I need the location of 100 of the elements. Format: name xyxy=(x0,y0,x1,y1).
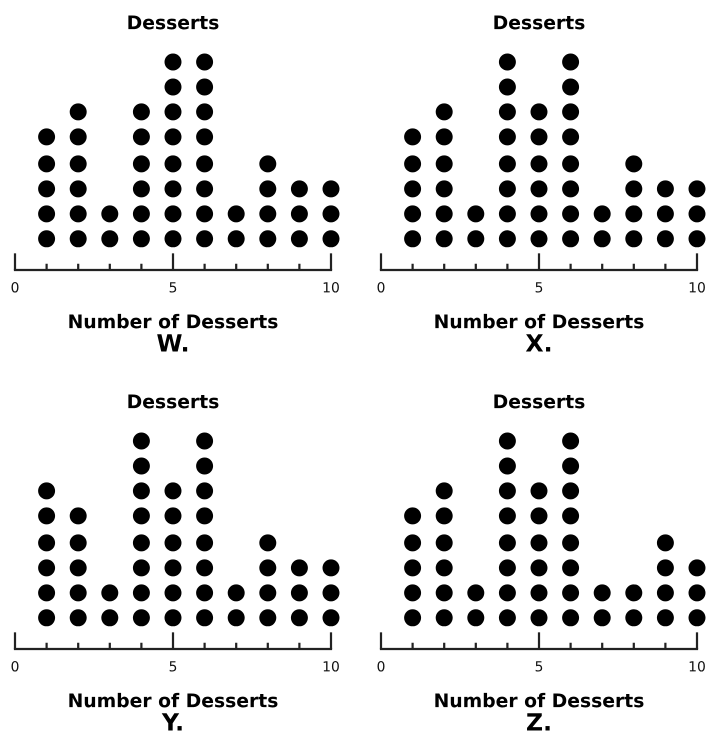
point xyxy=(530,482,548,500)
point xyxy=(38,584,56,602)
point xyxy=(530,609,548,626)
point xyxy=(196,205,214,222)
point xyxy=(625,230,642,248)
point xyxy=(498,457,516,474)
point xyxy=(101,230,118,248)
point xyxy=(436,180,453,198)
point xyxy=(498,507,516,524)
point xyxy=(259,155,276,172)
point xyxy=(467,584,484,602)
x-tick-label: 10 xyxy=(324,282,339,293)
point xyxy=(38,534,56,552)
point xyxy=(530,230,548,248)
point xyxy=(132,230,150,248)
point xyxy=(38,559,56,576)
point xyxy=(404,559,422,576)
point xyxy=(132,457,150,474)
x-tick-label: 0 xyxy=(11,282,18,293)
point xyxy=(530,180,548,198)
point xyxy=(404,507,422,524)
point xyxy=(498,103,516,120)
point xyxy=(322,180,340,198)
point xyxy=(70,584,87,602)
point xyxy=(530,507,548,524)
x-tick-label: 5 xyxy=(170,661,176,672)
text: W. xyxy=(157,334,188,352)
point xyxy=(467,609,484,626)
point xyxy=(562,205,580,222)
point xyxy=(196,53,214,71)
text: Z. xyxy=(527,713,550,731)
point xyxy=(498,432,516,450)
point xyxy=(132,205,150,222)
point xyxy=(196,180,214,198)
point xyxy=(132,584,150,602)
point xyxy=(196,432,214,450)
text: X. xyxy=(526,334,550,352)
point xyxy=(259,205,276,222)
point xyxy=(164,507,182,524)
point xyxy=(498,584,516,602)
point xyxy=(562,559,580,576)
point xyxy=(498,78,516,96)
point xyxy=(404,128,422,146)
x-tick-label: 10 xyxy=(690,282,705,293)
point xyxy=(404,534,422,552)
point xyxy=(38,205,56,222)
point xyxy=(404,155,422,172)
point xyxy=(594,609,611,626)
point xyxy=(259,180,276,198)
point xyxy=(498,230,516,248)
point xyxy=(404,584,422,602)
point xyxy=(322,609,340,626)
point xyxy=(562,482,580,500)
point xyxy=(656,584,674,602)
point xyxy=(290,230,308,248)
point xyxy=(530,534,548,552)
point xyxy=(688,609,706,626)
point xyxy=(164,482,182,500)
point xyxy=(196,78,214,96)
point xyxy=(164,78,182,96)
x-tick-label: 0 xyxy=(377,282,384,293)
point xyxy=(132,128,150,146)
point xyxy=(688,180,706,198)
x-tick-label: 10 xyxy=(324,661,339,672)
point xyxy=(530,103,548,120)
point xyxy=(404,205,422,222)
point xyxy=(70,559,87,576)
point xyxy=(70,180,87,198)
point xyxy=(436,507,453,524)
point xyxy=(132,507,150,524)
x-tick-label: 5 xyxy=(536,661,542,672)
point xyxy=(562,180,580,198)
point xyxy=(196,609,214,626)
point xyxy=(228,584,245,602)
point xyxy=(101,205,118,222)
point xyxy=(404,230,422,248)
point xyxy=(132,103,150,120)
point xyxy=(132,180,150,198)
point xyxy=(498,609,516,626)
point xyxy=(196,507,214,524)
point xyxy=(562,584,580,602)
point xyxy=(164,155,182,172)
chart-title: Desserts xyxy=(494,16,584,30)
point xyxy=(530,205,548,222)
x-axis-title: Number of Desserts xyxy=(435,692,644,708)
point xyxy=(688,559,706,576)
point xyxy=(290,205,308,222)
point xyxy=(164,128,182,146)
point xyxy=(467,205,484,222)
point xyxy=(656,559,674,576)
point xyxy=(196,559,214,576)
point xyxy=(38,180,56,198)
point xyxy=(228,205,245,222)
point xyxy=(656,534,674,552)
point xyxy=(259,609,276,626)
point xyxy=(164,205,182,222)
point xyxy=(164,53,182,71)
point xyxy=(562,507,580,524)
point xyxy=(562,103,580,120)
point xyxy=(164,103,182,120)
